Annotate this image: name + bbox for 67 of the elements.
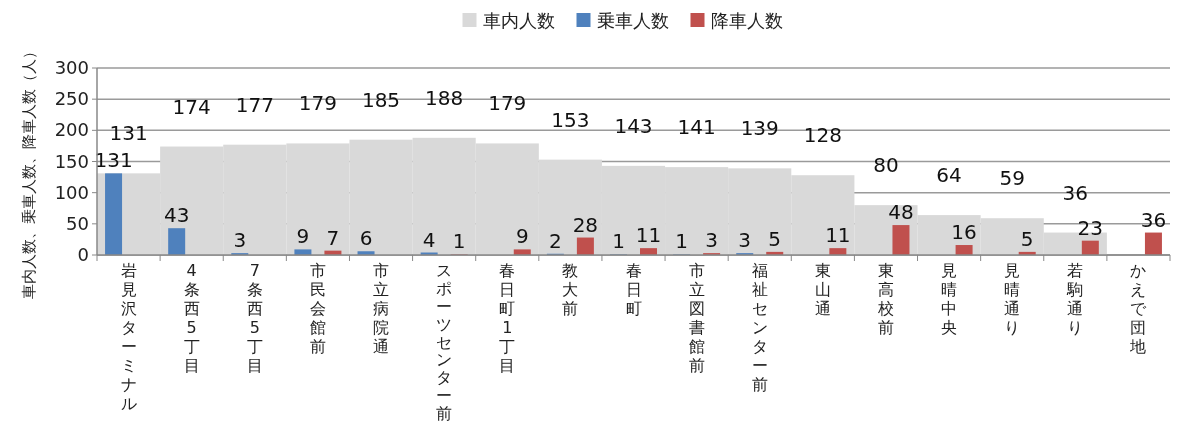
x-tick-label: 7条西5丁目 [246, 261, 263, 375]
y-axis-title: 車内人数、乗車人数、降車人数（人） [20, 44, 38, 299]
data-label: 131 [94, 148, 133, 173]
data-label: 80 [873, 153, 899, 178]
data-label: 1 [675, 229, 688, 254]
data-label: 1 [452, 229, 466, 254]
data-label: 23 [1077, 215, 1104, 240]
data-label: 28 [572, 212, 599, 237]
data-label: 139 [740, 116, 779, 141]
data-label: 143 [614, 113, 653, 138]
data-label: 177 [235, 92, 274, 117]
x-tick-label: 岩見沢ターミナル [120, 261, 137, 413]
data-label: 5 [768, 226, 782, 251]
legend-label: 乗車人数 [596, 10, 669, 31]
data-label: 174 [172, 94, 211, 119]
data-label: 179 [298, 91, 338, 116]
x-tick-label: 春日町1丁目 [499, 261, 516, 375]
data-label: 6 [359, 226, 373, 251]
data-label: 1 [612, 229, 625, 254]
x-tick-label: 市立図書館前 [688, 261, 705, 375]
data-label: 3 [233, 228, 247, 253]
data-label: 59 [999, 166, 1025, 191]
data-label: 36 [1140, 207, 1167, 232]
x-tick-label: 東山通 [814, 261, 831, 318]
x-tick-label: 市立病院通 [373, 261, 390, 356]
x-tick-label: 4条西5丁目 [183, 261, 200, 375]
x-tick-label: 東高校前 [876, 261, 894, 337]
y-tick-label: 250 [54, 88, 89, 110]
data-label: 11 [635, 223, 662, 248]
data-label: 11 [825, 223, 851, 248]
data-label: 2 [549, 228, 562, 253]
data-label: 9 [515, 224, 529, 249]
data-label: 185 [361, 87, 401, 112]
y-tick-label: 150 [54, 150, 89, 172]
data-label: 43 [163, 203, 190, 228]
data-label: 9 [296, 224, 310, 249]
x-tick-label: 市民会館前 [309, 261, 326, 356]
data-label: 5 [1020, 226, 1034, 251]
data-label: 188 [425, 85, 464, 110]
x-tick-label: 福祉センター前 [751, 261, 768, 394]
data-label: 36 [1062, 180, 1089, 205]
data-label: 4 [422, 227, 436, 252]
y-tick-label: 300 [54, 57, 89, 78]
data-label: 7 [326, 225, 340, 250]
data-label: 128 [803, 123, 842, 148]
x-tick-label: 教大前 [562, 261, 579, 318]
x-tick-label: 見晴中央 [941, 261, 958, 337]
x-tick-label: 見晴通り [1004, 261, 1021, 337]
category-label: スポーツセンター前 [436, 261, 453, 424]
y-tick-label: 0 [77, 244, 89, 265]
data-label: 64 [936, 163, 962, 188]
data-label: 3 [705, 228, 718, 253]
y-tick-label: 100 [54, 181, 89, 203]
x-tick-label: かえで団地 [1129, 261, 1148, 356]
data-label: 131 [109, 121, 148, 146]
data-label: 48 [888, 200, 914, 225]
x-tick-label: 若駒通り [1066, 261, 1084, 337]
data-label: 141 [677, 115, 716, 140]
y-tick-label: 50 [66, 212, 89, 234]
legend-label: 降車人数 [710, 10, 783, 31]
data-label: 3 [738, 228, 752, 253]
data-label: 179 [488, 91, 527, 116]
data-label: 153 [551, 107, 590, 132]
data-label: 16 [951, 220, 977, 245]
x-tick-label: 春日町 [625, 261, 642, 318]
y-tick-label: 200 [54, 119, 89, 141]
legend-label: 車内人数 [482, 10, 555, 31]
